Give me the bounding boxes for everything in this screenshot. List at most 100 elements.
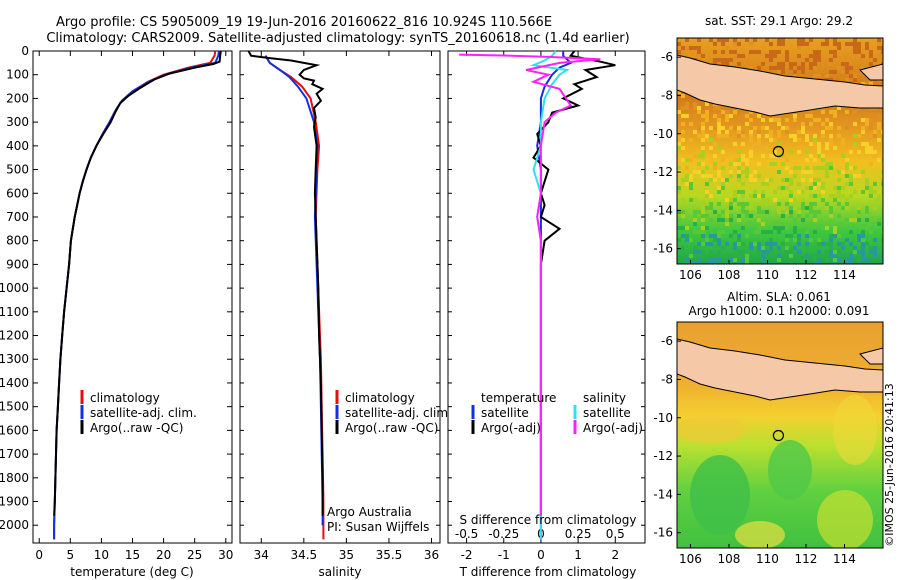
sst-pixel [813, 134, 817, 138]
sst-pixel [681, 46, 685, 50]
sst-map-axes: 106 108 110 112 114 -6 -8 -10 -12 -14 -16 [653, 50, 856, 282]
sst-pixel [765, 178, 769, 182]
sst-pixel [765, 254, 769, 258]
sst-pixel [737, 42, 741, 46]
sst-pixel [809, 154, 813, 158]
sst-pixel [733, 162, 737, 166]
sst-pixel [713, 58, 717, 62]
sst-pixel [745, 202, 749, 206]
sst-pixel [793, 222, 797, 226]
sst-pixel [849, 258, 853, 262]
sst-pixel [857, 262, 861, 264]
sst-pixel [829, 110, 833, 114]
sst-pixel [765, 182, 769, 186]
sst-pixel [765, 62, 769, 66]
sst-pixel [805, 242, 809, 246]
java-island [677, 54, 883, 117]
sst-pixel [777, 130, 781, 134]
map-x-tick-label: 106 [679, 268, 702, 282]
sst-pixel [697, 154, 701, 158]
sst-pixel [737, 218, 741, 222]
sst-pixel [853, 250, 857, 254]
sst-pixel [789, 66, 793, 70]
sst-pixel [821, 134, 825, 138]
sst-pixel [789, 234, 793, 238]
sst-pixel [693, 222, 697, 226]
sst-pixel [785, 246, 789, 250]
sst-pixel [793, 74, 797, 78]
sst-pixel [773, 162, 777, 166]
sst-pixel [869, 162, 873, 166]
sst-pixel [693, 246, 697, 250]
sst-pixel [837, 190, 841, 194]
sst-pixel [813, 158, 817, 162]
sst-pixel [761, 182, 765, 186]
sst-pixel [705, 206, 709, 210]
sst-pixel [725, 118, 729, 122]
sst-pixel [689, 46, 693, 50]
t-difference-x-label: T difference from climatology [459, 565, 637, 579]
sst-pixel [705, 138, 709, 142]
sst-pixel [785, 226, 789, 230]
sst-pixel [689, 186, 693, 190]
salinity-x-label: salinity [318, 565, 361, 579]
sst-pixel [689, 174, 693, 178]
sst-pixel [869, 54, 873, 58]
sst-pixel [769, 42, 773, 46]
sst-pixel [801, 222, 805, 226]
y-tick-label: 1300 [0, 352, 29, 366]
sst-pixel [721, 42, 725, 46]
sst-pixel [837, 242, 841, 246]
sst-pixel [685, 258, 689, 262]
sst-pixel [753, 50, 757, 54]
sst-pixel [865, 150, 869, 154]
sst-pixel [745, 262, 749, 264]
sst-pixel [717, 214, 721, 218]
sst-pixel [713, 234, 717, 238]
sst-pixel [777, 118, 781, 122]
sst-pixel [781, 70, 785, 74]
sst-pixel [717, 202, 721, 206]
sst-pixel [793, 58, 797, 62]
sst-pixel [841, 62, 845, 66]
sst-pixel [721, 134, 725, 138]
sst-pixel [865, 146, 869, 150]
sst-pixel [721, 50, 725, 54]
sst-pixel [717, 114, 721, 118]
sst-pixel [829, 78, 833, 82]
sst-pixel [701, 174, 705, 178]
sst-pixel [725, 210, 729, 214]
sst-pixel [833, 198, 837, 202]
sst-pixel [721, 230, 725, 234]
sst-pixel [761, 254, 765, 258]
sst-pixel [677, 226, 681, 230]
sst-pixel [713, 262, 717, 264]
sst-pixel [729, 198, 733, 202]
sst-pixel [741, 226, 745, 230]
sst-pixel [829, 194, 833, 198]
sst-pixel [865, 142, 869, 146]
sst-pixel [797, 234, 801, 238]
sst-pixel [813, 66, 817, 70]
sst-pixel [765, 38, 769, 42]
y-tick-label: 300 [6, 115, 29, 129]
sst-pixel [805, 206, 809, 210]
sst-pixel [709, 258, 713, 262]
x-tick-label: 34 [254, 548, 269, 562]
sst-pixel [745, 258, 749, 262]
sla-map-title-2: Argo h1000: 0.1 h2000: 0.091 [689, 304, 870, 318]
sst-pixel [745, 62, 749, 66]
sst-pixel [733, 258, 737, 262]
sst-pixel [877, 198, 881, 202]
sst-pixel [845, 238, 849, 242]
sst-pixel [841, 138, 845, 142]
sst-pixel [873, 58, 877, 62]
sst-pixel [769, 162, 773, 166]
sst-pixel [717, 122, 721, 126]
sst-pixel [833, 110, 837, 114]
sst-pixel [821, 42, 825, 46]
sst-pixel [693, 106, 697, 110]
x-tick-label: 34.5 [290, 548, 317, 562]
sst-pixel [845, 58, 849, 62]
